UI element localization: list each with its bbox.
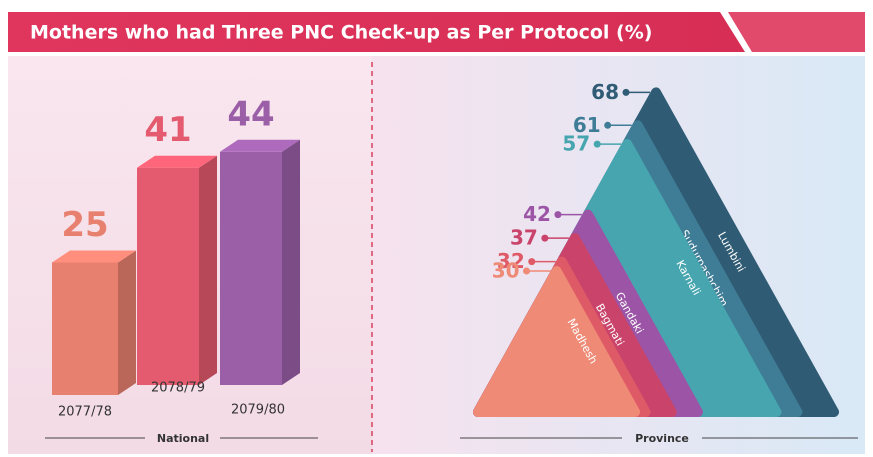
category-label: 2079/80 <box>231 403 285 418</box>
chart-label: Province <box>635 432 689 445</box>
bar-top <box>220 139 300 152</box>
title-banner <box>8 12 745 52</box>
value-label: 37 <box>510 226 538 250</box>
banner-accent <box>728 12 865 52</box>
leader-dot <box>604 121 612 129</box>
bar-top <box>52 250 136 263</box>
category-label: 2077/78 <box>58 405 112 420</box>
bar <box>220 151 282 385</box>
value-label: 68 <box>591 80 619 104</box>
value-label: 30 <box>492 259 520 283</box>
bar-top <box>137 155 217 168</box>
leader-dot <box>541 234 549 242</box>
leader-dot <box>622 88 630 96</box>
bar <box>52 262 118 395</box>
leader-dot <box>593 140 601 148</box>
category-label: 2078/79 <box>151 381 205 396</box>
bar-side <box>199 155 217 385</box>
value-label: 25 <box>61 205 108 245</box>
leader-dot <box>554 211 562 219</box>
value-label: 61 <box>573 113 601 137</box>
bar-side <box>282 139 300 385</box>
bar <box>137 167 199 385</box>
leader-dot <box>528 258 536 266</box>
value-label: 44 <box>227 94 274 134</box>
title: Mothers who had Three PNC Check-up as Pe… <box>30 22 652 44</box>
value-label: 41 <box>144 110 191 150</box>
pyramid-layer <box>473 266 641 417</box>
chart-label: National <box>157 432 209 445</box>
value-label: 42 <box>523 202 551 226</box>
value-label: 32 <box>497 249 525 273</box>
bar-side <box>118 250 136 395</box>
value-label: 57 <box>562 132 590 156</box>
leader-dot <box>523 267 531 275</box>
